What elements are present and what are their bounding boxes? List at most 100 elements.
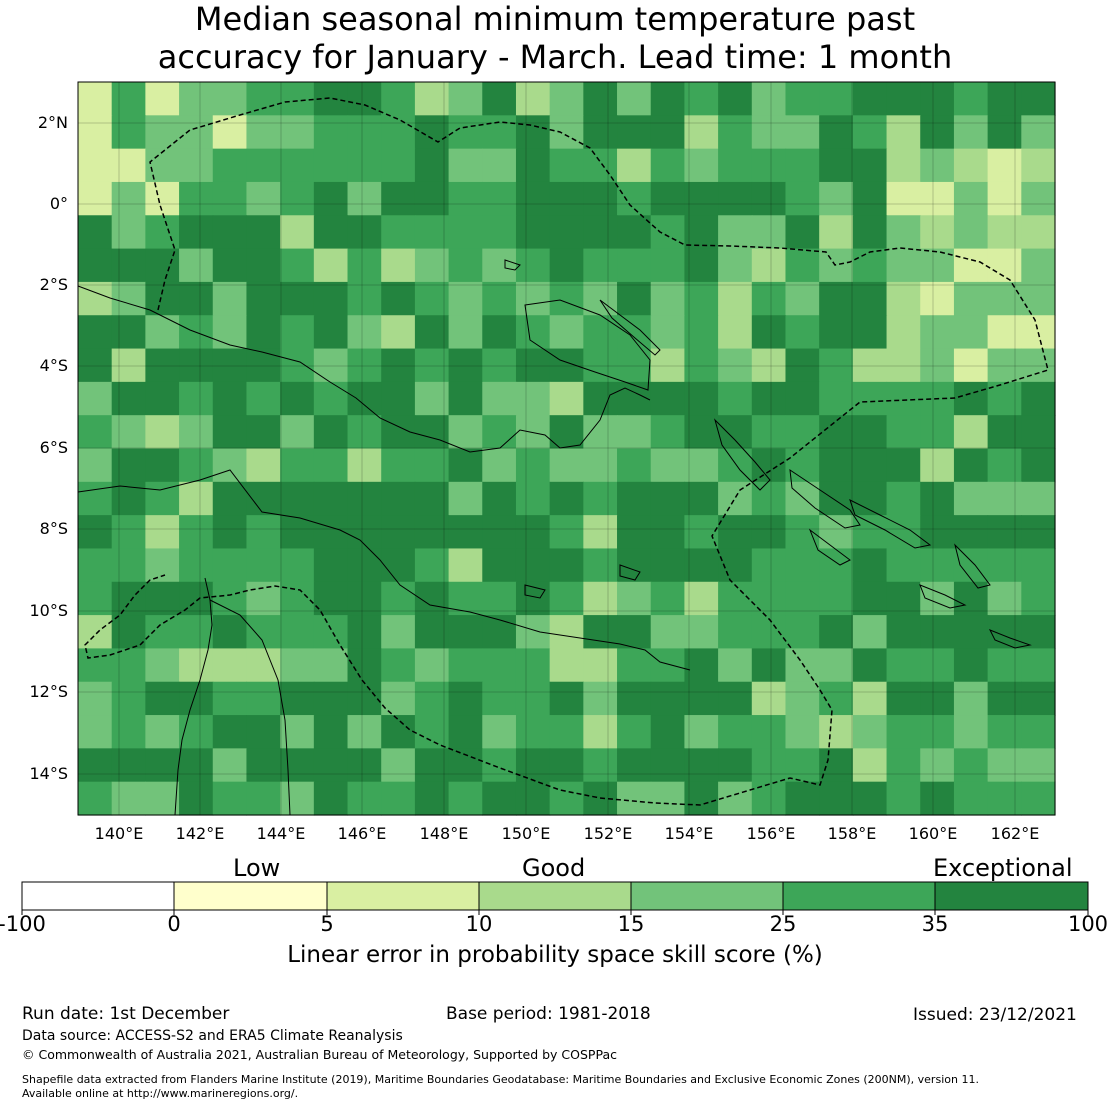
grid-cell <box>953 115 989 150</box>
grid-cell <box>751 148 787 183</box>
grid-cell <box>987 315 1022 350</box>
grid-cell <box>482 381 517 416</box>
grid-cell <box>583 348 618 383</box>
grid-cell <box>246 681 281 716</box>
grid-cell <box>549 115 584 150</box>
grid-cell <box>583 315 618 350</box>
grid-cell <box>785 548 820 583</box>
grid-cell <box>448 715 483 749</box>
map-frame <box>77 81 1056 816</box>
grid-cell <box>886 181 921 216</box>
grid-cell <box>347 215 382 250</box>
grid-cell <box>953 648 989 683</box>
grid-cell <box>953 248 989 283</box>
grid-cell <box>280 315 315 350</box>
grid-cell <box>650 82 686 116</box>
grid-cell <box>145 348 180 383</box>
grid-cell <box>920 348 955 383</box>
grid-cell <box>718 248 753 283</box>
grid-cell <box>785 615 820 650</box>
grid-cell <box>886 781 921 816</box>
grid-cell <box>785 415 820 450</box>
grid-cell <box>482 248 517 283</box>
coastline-solomons-2 <box>849 499 932 549</box>
grid-cell <box>920 315 955 350</box>
grid-cell <box>987 515 1022 550</box>
grid-cell <box>852 181 888 216</box>
grid-cell <box>549 82 584 116</box>
coastline-new-guinea-north <box>77 285 651 453</box>
grid-cell <box>145 115 180 150</box>
grid-cell <box>751 248 787 283</box>
longitude-label: 162°E <box>990 824 1040 843</box>
grid-cell <box>920 648 955 683</box>
grid-cell <box>617 515 652 550</box>
latitude-label: 4°S <box>39 356 68 375</box>
grid-cell <box>515 715 551 749</box>
grid-cell <box>583 448 618 483</box>
grid-cell <box>111 315 146 350</box>
grid-cell <box>515 781 551 816</box>
grid-cell <box>313 681 349 716</box>
grid-cell <box>852 781 888 816</box>
grid-cell <box>515 548 551 583</box>
grid-cell <box>1021 348 1056 383</box>
grid-cell <box>313 548 349 583</box>
grid-cell <box>718 648 753 683</box>
grid-cell <box>684 415 719 450</box>
colorbar-segment <box>935 882 1088 910</box>
grid-cell <box>313 348 349 383</box>
grid-cell <box>583 648 618 683</box>
map-title: Median seasonal minimum temperature past… <box>0 0 1110 76</box>
grid-cell <box>212 148 248 183</box>
grid-cell <box>852 415 888 450</box>
grid-cell <box>246 548 281 583</box>
grid-cell <box>650 415 686 450</box>
grid-cell <box>617 281 652 316</box>
latitude-label: 14°S <box>29 764 68 783</box>
grid-cell <box>145 82 180 116</box>
coastline <box>77 259 1032 816</box>
grid-cell <box>515 248 551 283</box>
grid-cell <box>549 681 584 716</box>
grid-cell <box>852 515 888 550</box>
grid-cell <box>650 481 686 516</box>
grid-cell <box>414 181 450 216</box>
grid-cell <box>145 415 180 450</box>
grid-cell <box>482 648 517 683</box>
grid-cell <box>1021 748 1056 783</box>
grid-cell <box>617 781 652 816</box>
grid-cell <box>78 281 113 316</box>
grid-cell <box>852 281 888 316</box>
grid-cell <box>313 481 349 516</box>
grid-cell <box>111 115 146 150</box>
grid-cell <box>852 481 888 516</box>
grid-cell <box>313 581 349 616</box>
grid-cell <box>1021 281 1056 316</box>
grid-cell <box>785 348 820 383</box>
grid-cell <box>650 115 686 150</box>
latitude-label: 0° <box>49 194 68 213</box>
grid-cell <box>953 781 989 816</box>
grid-cell <box>886 448 921 483</box>
grid-cell <box>987 415 1022 450</box>
grid-cell <box>751 748 787 783</box>
grid-cell <box>515 315 551 350</box>
grid-cell <box>751 281 787 316</box>
grid-cell <box>785 648 820 683</box>
grid-cell <box>684 581 719 616</box>
grid-cell <box>448 448 483 483</box>
grid-cell <box>953 181 989 216</box>
grid-cell <box>515 181 551 216</box>
grid-cell <box>482 548 517 583</box>
grid-cell <box>111 148 146 183</box>
grid-cell <box>482 281 517 316</box>
grid-cell <box>1021 248 1056 283</box>
grid-cell <box>549 348 584 383</box>
grid-cell <box>212 515 248 550</box>
grid-cell <box>617 748 652 783</box>
grid-cell <box>145 215 180 250</box>
grid-cell <box>212 348 248 383</box>
grid-cell <box>111 781 146 816</box>
grid-cell <box>1021 115 1056 150</box>
